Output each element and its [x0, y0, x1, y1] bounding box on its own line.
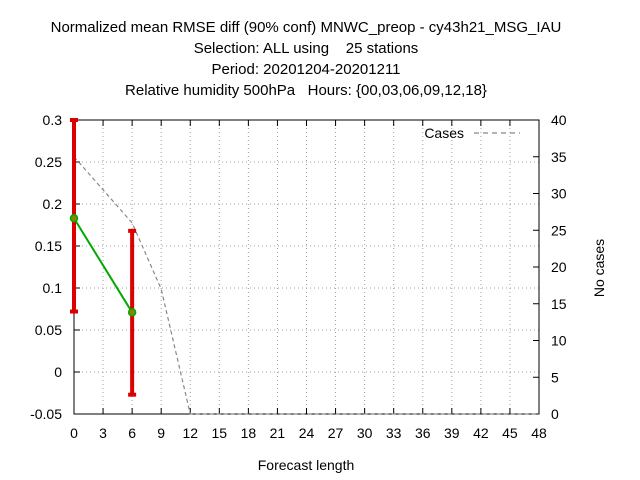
- y2-tick-label: 10: [551, 333, 567, 349]
- x-tick-label: 39: [444, 425, 460, 441]
- x-tick-label: 12: [182, 425, 198, 441]
- data-point: [127, 308, 137, 317]
- y-tick-label: 0.3: [43, 112, 63, 128]
- y2-tick-label: 30: [551, 186, 567, 202]
- cases-line: [73, 156, 539, 415]
- rmse-diff-line: [73, 217, 133, 313]
- y-tick-label: -0.05: [30, 406, 62, 422]
- y-tick-label: 0.1: [43, 280, 63, 296]
- x-tick-label: 36: [415, 425, 431, 441]
- legend: Cases: [424, 125, 520, 141]
- y-tick-label: 0.25: [35, 154, 62, 170]
- x-tick-label: 0: [70, 425, 78, 441]
- y-tick-label: 0.2: [43, 196, 63, 212]
- title-line-2: Selection: ALL using 25 stations: [193, 40, 419, 57]
- x-tick-label: 21: [270, 425, 286, 441]
- axes: 0 3 6 9 12 15 18 21 24 27 30 33 36 39 42 45 48-0.0500.05…: [30, 112, 567, 441]
- y-tick-label: 0.05: [35, 322, 62, 338]
- x-tick-label: 24: [299, 425, 315, 441]
- series: [69, 118, 539, 415]
- title-line-3: Period: 20201204-20201211: [211, 61, 401, 78]
- x-tick-label: 6: [128, 425, 136, 441]
- legend-label-cases: Cases: [424, 125, 464, 141]
- y2-tick-label: 0: [551, 406, 559, 422]
- y2-tick-label: 40: [551, 112, 567, 128]
- y2-tick-label: 15: [551, 296, 567, 312]
- y2-tick-label: 25: [551, 222, 567, 238]
- y2-tick-label: 20: [551, 259, 567, 275]
- x-tick-label: 42: [473, 425, 489, 441]
- x-tick-label: 27: [328, 425, 344, 441]
- title-line-4: Relative humidity 500hPa Hours: {00,03,0…: [125, 82, 487, 99]
- grid: [74, 120, 539, 414]
- y-tick-label: 0: [54, 364, 62, 380]
- x-tick-label: 48: [531, 425, 547, 441]
- y-tick-label: 0.15: [35, 238, 62, 254]
- y2-tick-label: 5: [551, 369, 559, 385]
- x-tick-label: 30: [357, 425, 373, 441]
- x-tick-label: 15: [212, 425, 228, 441]
- y2-axis-label: No cases: [591, 239, 607, 297]
- x-tick-label: 3: [99, 425, 107, 441]
- data-point: [69, 214, 79, 223]
- x-axis-label: Forecast length: [258, 457, 355, 473]
- x-tick-label: 9: [157, 425, 165, 441]
- x-tick-label: 18: [241, 425, 257, 441]
- y2-tick-label: 35: [551, 149, 567, 165]
- title-line-1: Normalized mean RMSE diff (90% conf) MNW…: [50, 19, 562, 36]
- x-tick-label: 45: [502, 425, 518, 441]
- x-tick-label: 33: [386, 425, 402, 441]
